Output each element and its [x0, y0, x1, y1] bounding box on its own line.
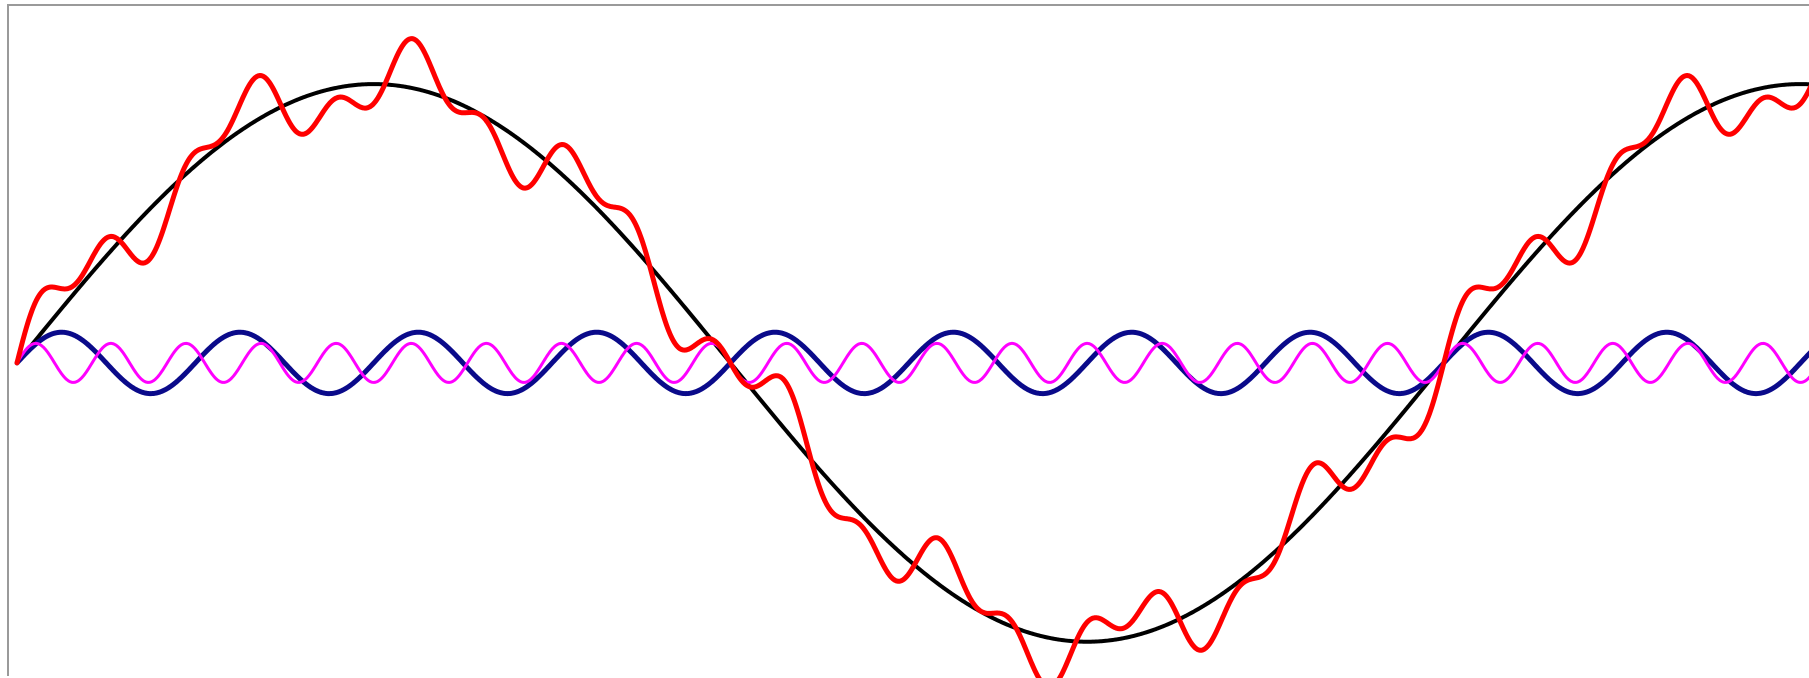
series-line-4 — [14, 36, 1809, 678]
series-line-3 — [15, 341, 1809, 384]
waveform-plot — [14, 36, 1809, 678]
chart-frame — [7, 4, 1809, 678]
series-line-2 — [14, 329, 1809, 397]
